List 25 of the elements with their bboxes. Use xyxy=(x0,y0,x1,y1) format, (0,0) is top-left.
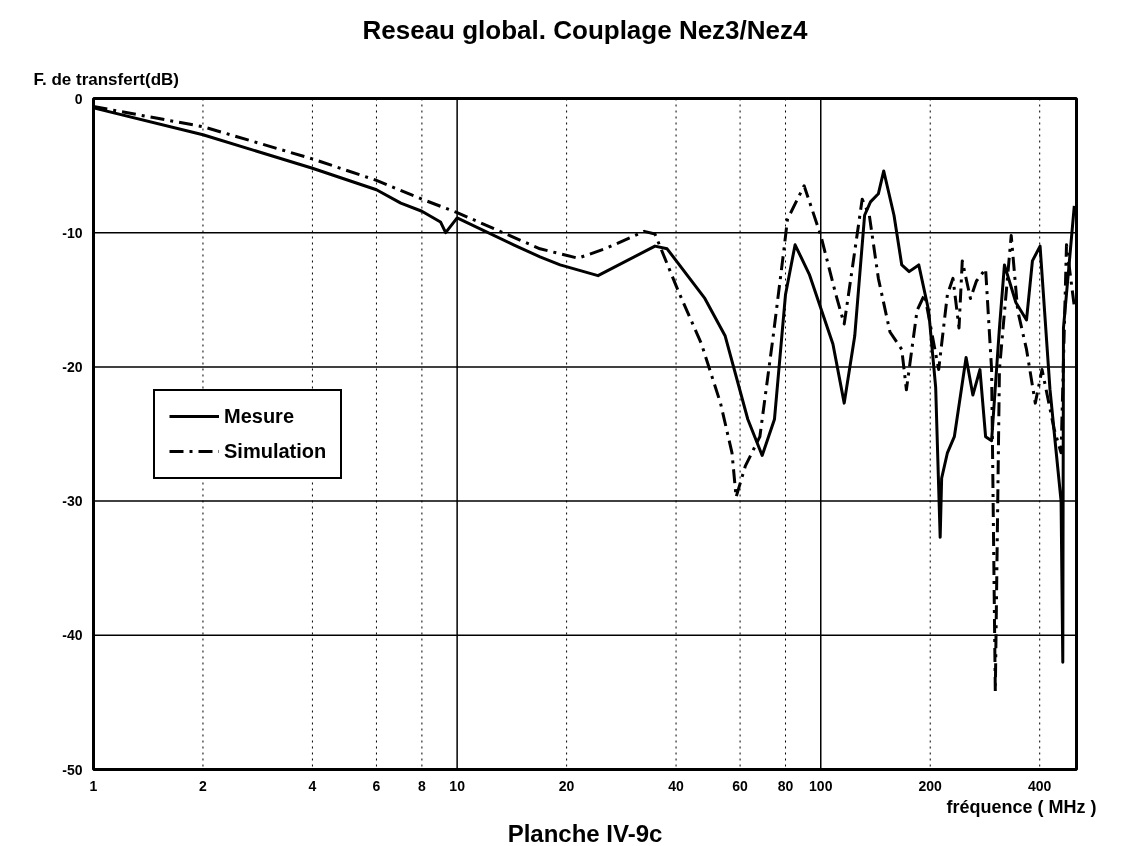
x-tick-label: 40 xyxy=(668,777,685,794)
x-tick-label: 2 xyxy=(199,777,208,794)
x-tick-label: 10 xyxy=(449,777,466,794)
x-tick-label: 1 xyxy=(89,777,98,794)
legend-label: Simulation xyxy=(224,439,327,463)
x-tick-label: 60 xyxy=(732,777,749,794)
y-tick-label: -50 xyxy=(62,761,83,778)
y-tick-label: 0 xyxy=(74,90,83,107)
x-tick-label: 200 xyxy=(918,777,943,794)
x-tick-label: 400 xyxy=(1028,777,1052,794)
y-axis-title: F. de transfert(dB) xyxy=(33,69,179,89)
x-tick-label: 20 xyxy=(558,777,575,794)
text: Planche IV-9c xyxy=(507,819,663,846)
x-axis-title: fréquence ( MHz ) xyxy=(946,796,1097,817)
x-tick-label: 4 xyxy=(308,777,317,794)
y-tick-label: -10 xyxy=(62,224,83,241)
y-tick-label: -40 xyxy=(62,627,83,644)
legend-label: Mesure xyxy=(224,404,295,428)
x-tick-label: 6 xyxy=(372,777,381,794)
x-tick-label: 8 xyxy=(418,777,426,794)
chart-title: Reseau global. Couplage Nez3/Nez4 xyxy=(362,15,809,45)
y-tick-label: -20 xyxy=(62,358,83,375)
x-tick-label: 80 xyxy=(777,777,794,794)
x-tick-label: 100 xyxy=(809,777,833,794)
y-tick-label: -30 xyxy=(62,493,83,510)
